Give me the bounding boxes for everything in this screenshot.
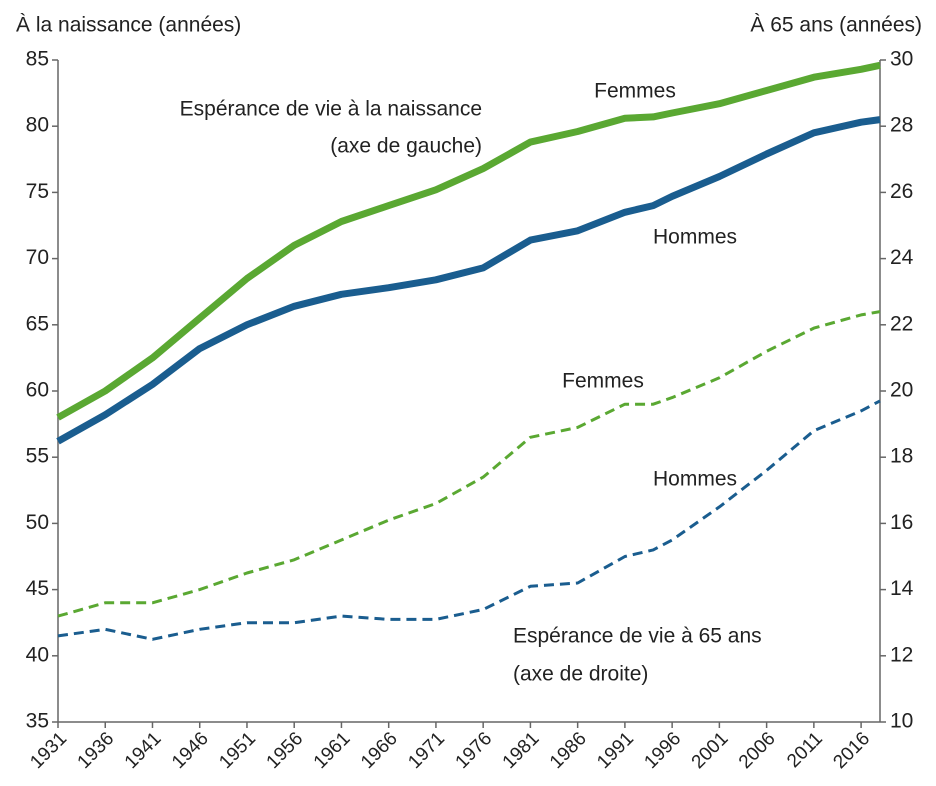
y-tick-label: 60 xyxy=(26,379,49,402)
y-tick-label: 85 xyxy=(26,48,49,71)
series-label: Hommes xyxy=(653,226,737,249)
y2-tick-label: 20 xyxy=(890,379,913,402)
y2-tick-label: 24 xyxy=(890,246,914,269)
line-series xyxy=(56,116,881,445)
y-tick-label: 70 xyxy=(26,246,49,269)
y-tick-label: 55 xyxy=(26,445,49,468)
y-axis-label: À la naissance (années) xyxy=(16,14,241,37)
x-tick-label: 1951 xyxy=(215,728,260,773)
x-tick-label: 1946 xyxy=(168,728,213,773)
x-tick-label: 1966 xyxy=(357,728,402,773)
series-label: Femmes xyxy=(594,80,676,103)
annotation: (axe de gauche) xyxy=(330,135,482,158)
annotation: (axe de droite) xyxy=(513,663,648,686)
x-tick-label: 1961 xyxy=(310,728,355,773)
y-tick-label: 75 xyxy=(26,180,49,203)
y2-tick-label: 14 xyxy=(890,577,914,600)
x-tick-label: 2001 xyxy=(688,728,733,773)
y-tick-label: 50 xyxy=(26,511,49,534)
x-tick-label: 1986 xyxy=(546,728,591,773)
annotation: Espérance de vie à 65 ans xyxy=(513,625,762,648)
line-series xyxy=(57,310,881,618)
annotation: Espérance de vie à la naissance xyxy=(180,98,482,121)
y2-tick-label: 10 xyxy=(890,710,913,733)
y-tick-label: 40 xyxy=(26,643,49,666)
line-series xyxy=(57,399,881,641)
y2-tick-label: 16 xyxy=(890,511,913,534)
x-tick-label: 1981 xyxy=(499,728,544,773)
y2-tick-label: 28 xyxy=(890,114,913,137)
series-label: Femmes xyxy=(562,370,644,393)
y-tick-label: 45 xyxy=(26,577,49,600)
y-tick-label: 80 xyxy=(26,114,49,137)
y-tick-label: 65 xyxy=(26,312,49,335)
x-tick-label: 1991 xyxy=(593,728,638,773)
x-tick-label: 1976 xyxy=(452,728,497,773)
y2-tick-label: 22 xyxy=(890,312,913,335)
y2-tick-label: 30 xyxy=(890,48,913,71)
y2-tick-label: 18 xyxy=(890,445,913,468)
y2-axis-label: À 65 ans (années) xyxy=(750,14,922,37)
x-tick-label: 1956 xyxy=(263,728,308,773)
y-tick-label: 35 xyxy=(26,710,49,733)
x-tick-label: 1996 xyxy=(640,728,685,773)
x-tick-label: 2016 xyxy=(829,728,874,773)
series-label: Hommes xyxy=(653,468,737,491)
line-series xyxy=(56,61,881,421)
x-tick-label: 2011 xyxy=(783,728,827,772)
y2-tick-label: 12 xyxy=(890,643,913,666)
x-tick-label: 1936 xyxy=(74,728,119,773)
x-tick-label: 1941 xyxy=(121,728,166,773)
x-tick-label: 1971 xyxy=(404,728,449,773)
y2-tick-label: 26 xyxy=(890,180,913,203)
x-tick-label: 2006 xyxy=(735,728,780,773)
x-tick-label: 1931 xyxy=(26,728,71,773)
